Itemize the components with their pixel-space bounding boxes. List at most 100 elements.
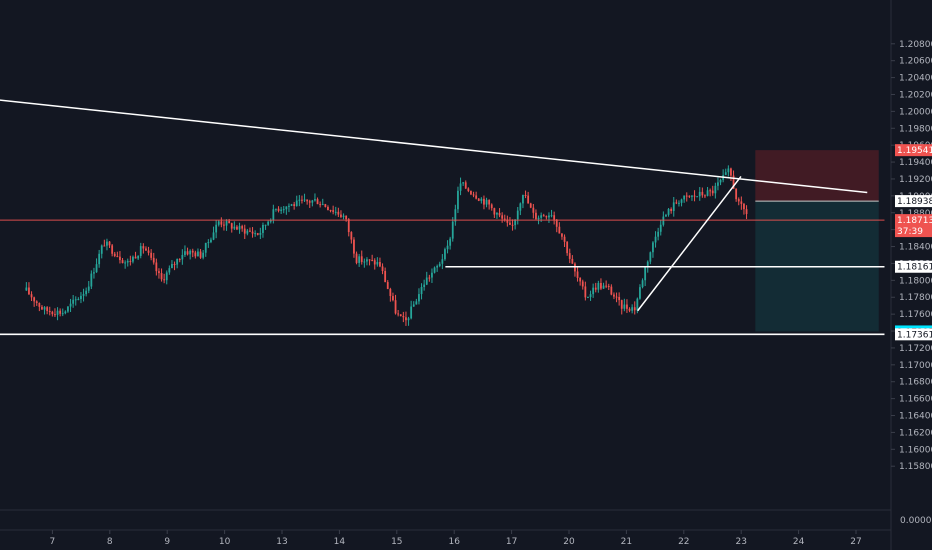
candle-body <box>574 263 576 272</box>
candle-body <box>405 317 407 321</box>
candle-body <box>727 168 730 173</box>
candle-body <box>696 196 699 198</box>
candle-body <box>483 198 485 205</box>
candle-body <box>522 194 524 204</box>
level-price-tag: 1.18161 <box>897 263 932 273</box>
candle-body <box>714 185 717 194</box>
candle-body <box>353 239 355 254</box>
candle-body <box>620 300 623 309</box>
candle-body <box>397 313 400 315</box>
candle-body <box>90 273 93 287</box>
price-tags: 1.195411.189381.1871337:391.181611.17395… <box>895 144 932 341</box>
candle-body <box>48 310 51 312</box>
candle-body <box>93 272 95 274</box>
candle-body <box>243 228 246 234</box>
candle-body <box>423 284 426 288</box>
time-axis-tick: 20 <box>563 537 575 547</box>
candle-body <box>358 256 361 263</box>
candle-body <box>85 290 88 295</box>
candle-body <box>644 267 647 281</box>
candle-body <box>308 201 311 203</box>
candle-body <box>605 285 608 287</box>
candle-body <box>298 199 301 201</box>
candle-body <box>532 207 535 213</box>
candle-body <box>535 212 537 220</box>
candle-body <box>462 182 465 184</box>
candle-body <box>438 263 441 267</box>
candle-body <box>371 260 374 262</box>
candle-body <box>496 212 498 215</box>
candle-body <box>368 259 371 261</box>
price-axis-tick: 1.20800 <box>899 40 932 50</box>
candle-body <box>501 215 504 219</box>
candle-body <box>113 253 116 257</box>
candle-body <box>275 208 277 210</box>
time-axis-tick: 16 <box>448 537 460 547</box>
candle-body <box>680 199 683 203</box>
candle-body <box>407 318 410 321</box>
candle-body <box>389 288 392 297</box>
candle-body <box>553 215 556 220</box>
candle-body <box>332 210 335 212</box>
candle-body <box>597 283 600 290</box>
candle-body <box>646 261 649 268</box>
price-axis-tick: 1.17600 <box>899 310 932 320</box>
candle-body <box>80 295 82 300</box>
candle-body <box>545 216 548 218</box>
candle-body <box>319 204 322 206</box>
time-axis-tick: 27 <box>850 537 861 547</box>
candle-body <box>259 232 262 235</box>
candle-body <box>41 306 43 310</box>
candle-body <box>116 256 119 258</box>
candle-body <box>394 300 397 314</box>
candle-body <box>467 188 470 191</box>
candle-body <box>649 252 652 262</box>
candle-body <box>735 188 738 200</box>
candle-body <box>693 195 696 197</box>
candle-body <box>381 266 384 271</box>
candle-body <box>691 195 693 197</box>
candle-body <box>246 230 249 234</box>
price-axis-tick: 1.16400 <box>899 412 932 422</box>
candle-body <box>225 221 228 226</box>
candle-body <box>399 314 402 317</box>
candle-body <box>202 252 205 258</box>
candle-body <box>311 200 314 203</box>
candle-body <box>64 311 67 314</box>
candle-body <box>129 260 132 262</box>
candle-body <box>150 252 153 258</box>
candle-body <box>329 210 332 212</box>
current-price-tag: 1.18713 <box>897 216 932 226</box>
time-axis-tick: 10 <box>219 537 231 547</box>
candle-body <box>516 210 519 220</box>
candle-body <box>670 209 673 211</box>
candle-body <box>610 286 613 295</box>
candle-body <box>444 249 446 260</box>
candle-body <box>477 198 480 201</box>
candle-body <box>191 250 194 253</box>
candle-body <box>576 271 579 278</box>
candle-body <box>425 277 428 285</box>
candle-body <box>659 224 662 232</box>
candle-body <box>672 202 675 211</box>
candle-body <box>724 172 727 175</box>
candle-body <box>288 205 290 207</box>
candle-body <box>233 226 236 229</box>
candle-body <box>420 287 423 295</box>
candle-body <box>43 307 46 310</box>
candle-body <box>33 297 36 302</box>
candle-body <box>568 253 571 259</box>
candle-body <box>415 301 418 305</box>
candle-body <box>54 314 56 316</box>
candle-body <box>139 246 142 256</box>
candle-body <box>540 215 543 218</box>
candle-body <box>145 248 147 251</box>
countdown-tag-bg <box>895 225 932 238</box>
candle-body <box>488 199 491 205</box>
candle-body <box>184 251 186 255</box>
candle-body <box>173 264 176 266</box>
candle-body <box>600 283 602 289</box>
candle-body <box>667 209 670 215</box>
